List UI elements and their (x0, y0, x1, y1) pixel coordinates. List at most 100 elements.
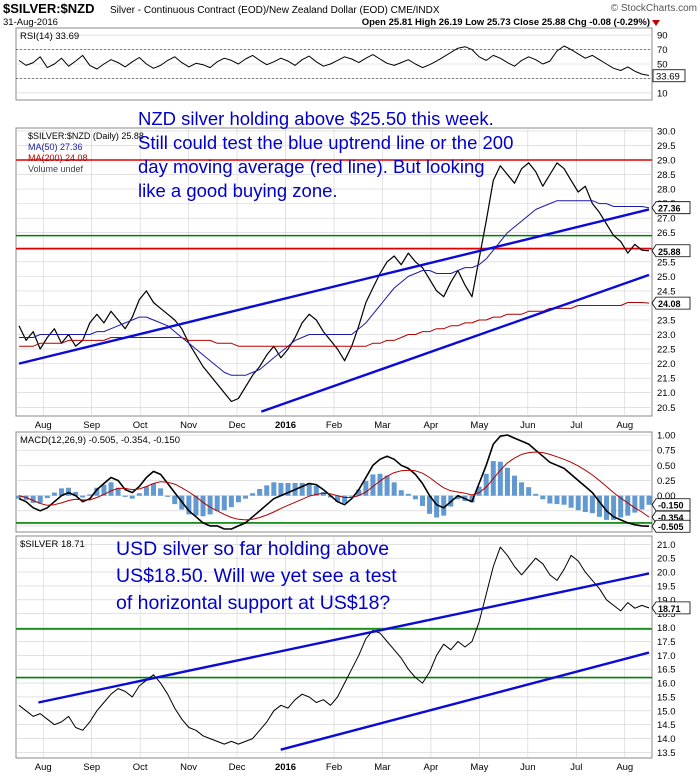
y-tick-label: 20.0 (657, 568, 676, 579)
macd-histogram-bar (434, 495, 440, 518)
x-tick-label: Oct (133, 420, 148, 431)
price-tag-label: 25.88 (658, 247, 681, 257)
y-tick-label: 0.50 (657, 461, 676, 472)
macd-histogram-bar (547, 495, 553, 504)
x-tick-label: Sep (83, 762, 100, 773)
trend-lines (18, 208, 650, 751)
macd-histogram-bar (427, 495, 433, 514)
x-tick-label: Oct (133, 762, 148, 773)
macd-histogram-bar (512, 475, 518, 496)
grid-lines (16, 34, 652, 758)
nzd-annotation-line: NZD silver holding above $25.50 this wee… (138, 108, 494, 129)
x-tick-label: Nov (180, 420, 197, 431)
macd-histogram-bar (589, 495, 595, 514)
x-tick-label: Aug (35, 762, 52, 773)
macd-histogram-bar (611, 495, 617, 520)
y-tick-label: 21.0 (657, 388, 676, 399)
y-tick-label: 30.0 (657, 126, 676, 137)
y-tick-label: 23.0 (657, 330, 676, 341)
y-tick-label: 18.0 (657, 623, 676, 634)
y-tick-label: 28.0 (657, 185, 676, 196)
macd-histogram-bar (186, 495, 192, 515)
y-tick-label: 14.5 (657, 720, 676, 731)
y-tick-label: 14.0 (657, 734, 676, 745)
macd-histogram-bar (582, 495, 588, 512)
macd-histogram-bar (568, 495, 574, 508)
y-tick-label: 21.0 (657, 540, 676, 551)
macd-histogram-bar (150, 483, 156, 496)
macd-histogram-bar (639, 495, 645, 510)
nzd-annotation: NZD silver holding above $25.50 this wee… (138, 108, 513, 201)
price-tags: 33.69 27.36 25.88 24.08 -0.150 -0.354-0.505 18… (651, 69, 691, 615)
macd-histogram-bar (370, 474, 376, 496)
series-lines (16, 45, 652, 745)
x-tick-label: Mar (374, 420, 390, 431)
y-tick-label: 21.5 (657, 374, 676, 385)
macd-histogram-bar (533, 493, 539, 496)
macd-histogram-bar (250, 493, 256, 496)
y-tick-label: 0.75 (657, 446, 676, 457)
macd-histogram-bar (58, 488, 64, 496)
macd-histogram-bar (44, 495, 50, 499)
price-legend-ma200: MA(200) 24.08 (28, 153, 88, 163)
macd-histogram-bar (193, 495, 199, 516)
y-tick-label: 20.5 (657, 554, 676, 565)
y-tick-label: 24.5 (657, 286, 676, 297)
x-tick-label: 2016 (275, 762, 296, 773)
usd-annotation: USD silver so far holding above US$18.50… (116, 538, 397, 614)
chart-description: Silver - Continuous Contract (EOD)/New Z… (110, 5, 440, 16)
y-tick-label: 22.0 (657, 359, 676, 370)
macd-histogram-bar (335, 495, 341, 502)
macd-histogram-bar (455, 495, 461, 500)
macd-histogram-bar (87, 494, 93, 496)
macd-histogram-bar (391, 482, 397, 496)
macd-histogram-bar (377, 473, 383, 496)
series-line-rsi-14- (18, 45, 650, 76)
macd-histogram-bar (412, 495, 418, 500)
macd-histogram-bar (271, 482, 277, 496)
macd-histogram-bar (80, 495, 86, 498)
uptrend-line (18, 208, 650, 365)
y-tick-label: 19.5 (657, 581, 676, 592)
macd-panel (15, 431, 653, 533)
x-tick-label: Aug (616, 762, 633, 773)
x-tick-label: Jun (520, 420, 535, 431)
y-tick-label: 25.5 (657, 257, 676, 268)
macd-histogram-bar (30, 495, 36, 503)
price-legend-volume: Volume undef (28, 164, 84, 174)
macd-histogram-bar (526, 487, 532, 496)
macd-histogram-bar (384, 475, 390, 496)
macd-histogram-bar (235, 495, 241, 503)
y-tick-label: 27.0 (657, 214, 676, 225)
x-tick-label: Aug (616, 420, 633, 431)
macd-histogram-bar (554, 495, 560, 505)
macd-histogram-bar (172, 495, 178, 505)
macd-histogram-bar (349, 495, 355, 497)
macd-histogram-bar (221, 495, 227, 511)
macd-histogram-bar (306, 482, 312, 496)
down-arrow-icon (652, 20, 660, 26)
y-tick-label: 26.5 (657, 228, 676, 239)
price-tag (651, 498, 691, 512)
macd-histogram-bar (575, 495, 581, 511)
x-tick-label: Jul (570, 762, 582, 773)
x-tick-label: Apr (424, 420, 439, 431)
y-tick-label: 25.0 (657, 272, 676, 283)
y-tick-label: 70 (657, 45, 668, 56)
y-tick-label: 22.5 (657, 345, 676, 356)
x-tick-label: Jun (520, 762, 535, 773)
macd-histogram-bar (51, 492, 57, 496)
macd-histogram-bar (356, 489, 362, 496)
y-tick-label: 10 (657, 88, 668, 99)
uptrend-line (38, 572, 650, 704)
series-line--silver-nzd-daily-25-88 (18, 162, 650, 403)
macd-histogram-bar (264, 485, 270, 496)
price-legend-ma50: MA(50) 27.36 (28, 142, 83, 152)
macd-histogram-bar (214, 495, 220, 511)
y-tick-label: 17.5 (657, 637, 676, 648)
price-tag-label: -0.354 (658, 513, 684, 523)
y-tick-label: 50 (657, 60, 668, 71)
price-tag-label: -0.150 (658, 501, 684, 511)
y-tick-label: 90 (657, 31, 668, 42)
